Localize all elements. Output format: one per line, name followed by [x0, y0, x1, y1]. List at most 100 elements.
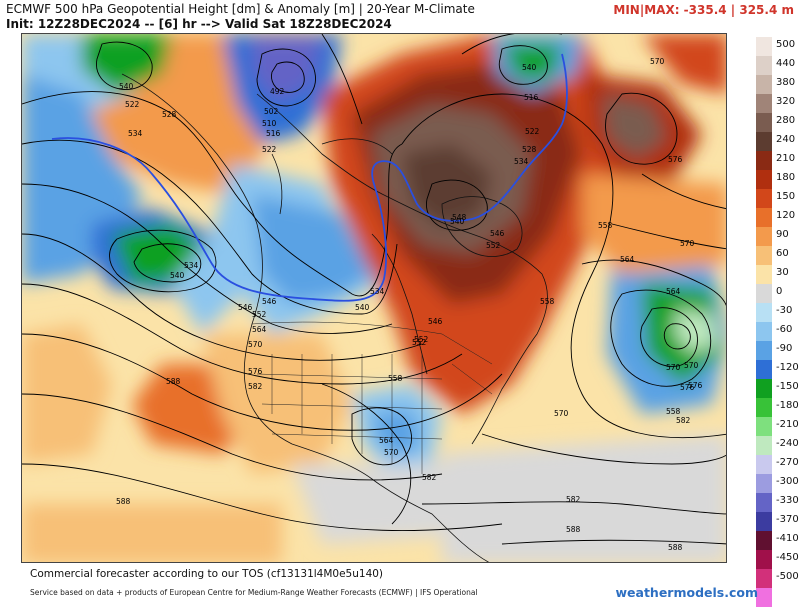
contour-label: 582 — [422, 473, 437, 482]
colorbar-swatch — [756, 265, 772, 284]
contour-label: 588 — [166, 377, 181, 386]
colorbar-swatch — [756, 37, 772, 56]
colorbar-swatch — [756, 246, 772, 265]
contour-label: 534 — [514, 157, 529, 166]
colorbar-tick-label: 240 — [776, 134, 796, 145]
colorbar-swatch — [756, 512, 772, 531]
contour-label: 546 — [428, 317, 443, 326]
colorbar-swatch — [756, 75, 772, 94]
colorbar-swatch — [756, 417, 772, 436]
colorbar-tick-label: -120 — [776, 362, 799, 373]
brand-link[interactable]: weathermodels.com — [615, 585, 758, 600]
colorbar-tick-label: 30 — [776, 267, 789, 278]
colorbar-swatch — [756, 398, 772, 417]
contour-label: 564 — [379, 436, 394, 445]
colorbar-swatch — [756, 56, 772, 75]
colorbar-swatch — [756, 151, 772, 170]
contour-label: 510 — [262, 119, 277, 128]
contour-label: 570 — [554, 409, 569, 418]
contour-labels: 540 522 534 528 492 502 510 516 522 540 … — [116, 57, 703, 552]
colorbar-tick-label: -330 — [776, 495, 799, 506]
colorbar-swatch — [756, 303, 772, 322]
colorbar-tick-label: 440 — [776, 58, 796, 69]
colorbar-tick-label: -180 — [776, 400, 799, 411]
contour-label: 540 — [119, 82, 134, 91]
contour-label: 576 — [680, 383, 695, 392]
colorbar-swatch — [756, 550, 772, 569]
colorbar-swatch — [756, 455, 772, 474]
contour-label: 552 — [252, 310, 267, 319]
anomaly-colorbar: 500 440 380 320 280 240 210 180 150 120 90 60 30 0 -30… — [756, 37, 799, 607]
contour-label: 570 — [248, 340, 263, 349]
colorbar-swatch — [756, 227, 772, 246]
contour-label: 570 — [680, 239, 695, 248]
contour-label: 540 — [355, 303, 370, 312]
contour-label: 546 — [238, 303, 253, 312]
contour-label: 502 — [264, 107, 279, 116]
colorbar-swatch — [756, 379, 772, 398]
colorbar-swatch — [756, 474, 772, 493]
colorbar-tick-label: -150 — [776, 381, 799, 392]
contour-label: 528 — [162, 110, 177, 119]
contour-label: 582 — [676, 416, 691, 425]
anomaly-shading — [22, 34, 726, 562]
contour-label: 540 — [450, 217, 465, 226]
colorbar-tick-label: -30 — [776, 305, 793, 316]
colorbar-swatch — [756, 341, 772, 360]
tos-notice: Commercial forecaster according to our T… — [30, 568, 384, 580]
colorbar-swatch — [756, 113, 772, 132]
data-credit: Service based on data + products of Euro… — [30, 588, 478, 597]
colorbar-swatch — [756, 569, 772, 588]
contour-label: 570 — [666, 363, 681, 372]
contour-label: 588 — [668, 543, 683, 552]
contour-label: 516 — [266, 129, 281, 138]
contour-label: 558 — [666, 407, 681, 416]
title-line-1: ECMWF 500 hPa Geopotential Height [dm] &… — [6, 2, 475, 16]
contour-label: 552 — [486, 241, 501, 250]
contour-label: 564 — [666, 287, 681, 296]
contour-label: 564 — [252, 325, 267, 334]
colorbar-tick-label: 280 — [776, 115, 796, 126]
colorbar-tick-label: 380 — [776, 77, 796, 88]
contour-label: 522 — [525, 127, 540, 136]
colorbar-tick-label: -270 — [776, 457, 799, 468]
contour-label: 516 — [524, 93, 539, 102]
colorbar-tick-label: 150 — [776, 191, 796, 202]
colorbar-swatch — [756, 132, 772, 151]
contour-label: 588 — [566, 525, 581, 534]
colorbar-tick-label: -410 — [776, 533, 799, 544]
colorbar-tick-label: 210 — [776, 153, 796, 164]
chart-title: ECMWF 500 hPa Geopotential Height [dm] &… — [6, 2, 475, 32]
height-540-contour — [51, 53, 568, 302]
colorbar-swatch — [756, 436, 772, 455]
contour-label: 522 — [125, 100, 140, 109]
colorbar-swatch — [756, 531, 772, 550]
contour-label: 558 — [598, 221, 613, 230]
contour-label: 534 — [184, 261, 199, 270]
colorbar-swatch — [756, 189, 772, 208]
colorbar-tick-label: -60 — [776, 324, 793, 335]
colorbar-tick-label: 0 — [776, 286, 783, 297]
contour-label: 534 — [128, 129, 143, 138]
colorbar-tick-label: 180 — [776, 172, 796, 183]
contour-label: 564 — [620, 255, 635, 264]
contour-label: 570 — [650, 57, 665, 66]
contour-label: 582 — [248, 382, 263, 391]
contour-label: 576 — [668, 155, 683, 164]
colorbar-swatch — [756, 208, 772, 227]
contour-label: 548 — [452, 213, 467, 222]
colorbar-swatch — [756, 170, 772, 189]
colorbar-swatch — [756, 322, 772, 341]
contour-label: 492 — [270, 87, 285, 96]
contour-label: 540 — [170, 271, 185, 280]
contour-label: 552 — [414, 335, 429, 344]
colorbar-tick-label: -300 — [776, 476, 799, 487]
contour-label: 570 — [684, 361, 699, 370]
colorbar-swatch — [756, 493, 772, 512]
colorbar-tick-label: -240 — [776, 438, 799, 449]
colorbar-tick-label: 120 — [776, 210, 796, 221]
colorbar-tick-label: 320 — [776, 96, 796, 107]
title-line-2: Init: 12Z28DEC2024 -- [6] hr --> Valid S… — [6, 17, 392, 31]
colorbar-swatch — [756, 588, 772, 607]
contour-label: 546 — [262, 297, 277, 306]
